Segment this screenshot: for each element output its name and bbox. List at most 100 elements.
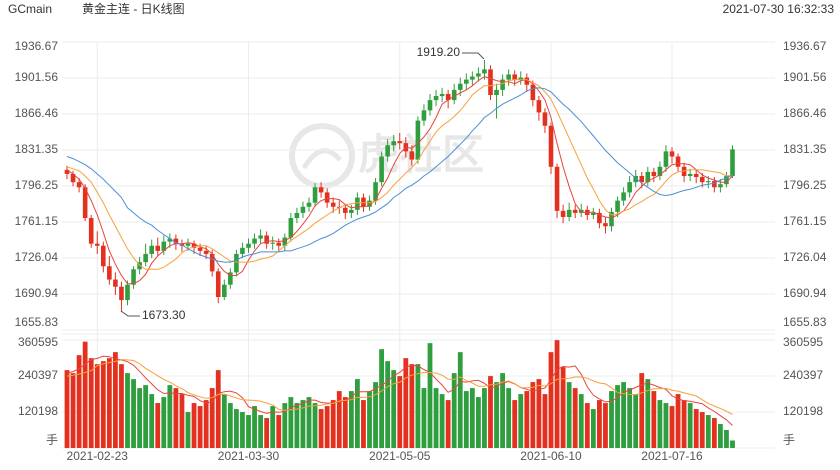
- ma-line: [66, 87, 733, 263]
- volume-bar: [227, 403, 233, 448]
- candle-body: [101, 245, 106, 267]
- volume-bar: [397, 376, 403, 448]
- volume-tick-label: 240397: [18, 368, 58, 382]
- y-tick-label-right: 1796.25: [783, 178, 827, 192]
- candle-body: [494, 89, 499, 95]
- candle-body: [457, 83, 463, 90]
- volume-unit: 手: [46, 433, 58, 447]
- volume-bar: [639, 373, 645, 448]
- volume-bar: [312, 403, 318, 448]
- candle-body: [730, 149, 735, 177]
- volume-bar: [693, 409, 699, 448]
- volume-bar: [476, 397, 481, 448]
- y-tick-label: 1936.67: [15, 39, 59, 53]
- candle-body: [687, 173, 693, 177]
- volume-bar: [100, 361, 106, 448]
- candle-body: [215, 271, 221, 298]
- volume-bar: [548, 352, 554, 448]
- volume-bar: [669, 406, 675, 448]
- candle-body: [518, 77, 524, 80]
- candle-body: [264, 235, 269, 244]
- candle-body: [330, 202, 336, 207]
- candle-body: [222, 284, 227, 298]
- volume-bar: [191, 403, 197, 448]
- volume-bar: [361, 400, 366, 448]
- candle-body: [76, 182, 82, 188]
- candle-body: [645, 171, 651, 183]
- candle-body: [82, 187, 88, 219]
- candle-body: [712, 181, 717, 188]
- volume-bar: [373, 382, 378, 448]
- volume-bar: [530, 382, 536, 448]
- volume-bar: [724, 430, 729, 448]
- candle-body: [240, 247, 245, 254]
- candle-body: [566, 209, 572, 218]
- volume-bar: [106, 358, 112, 448]
- volume-bar: [113, 352, 118, 448]
- volume-bar: [167, 385, 173, 448]
- candle-body: [107, 266, 112, 280]
- candle-body: [427, 100, 433, 111]
- volume-bar: [258, 415, 263, 448]
- watermark-logo-mark: [301, 148, 342, 170]
- volume-bar: [730, 440, 735, 448]
- candle-body: [355, 197, 360, 210]
- volume-bar: [554, 340, 560, 448]
- candle-body: [621, 192, 626, 201]
- candle-body: [597, 212, 602, 224]
- volume-bar: [88, 358, 94, 448]
- candle-body: [252, 238, 257, 244]
- volume-bar: [657, 400, 663, 448]
- volume-bar: [240, 412, 245, 448]
- volume-bar: [342, 397, 348, 448]
- candle-body: [312, 187, 318, 203]
- volume-bar: [433, 388, 439, 448]
- volume-bar: [645, 379, 651, 448]
- candle-body: [693, 173, 699, 178]
- volume-bar: [306, 397, 312, 448]
- volume-bar: [234, 409, 239, 448]
- y-tick-label-right: 1901.56: [783, 70, 827, 84]
- candle-body: [524, 77, 530, 85]
- candle-body: [361, 197, 366, 207]
- volume-bar: [621, 382, 626, 448]
- candle-body: [276, 242, 282, 246]
- candle-body: [88, 218, 94, 244]
- candle-body: [161, 241, 167, 251]
- candle-body: [421, 110, 427, 121]
- volume-bar: [294, 403, 300, 448]
- volume-bar: [264, 418, 270, 448]
- volume-bar: [524, 391, 530, 448]
- volume-bar: [512, 400, 518, 448]
- x-tick-label: 2021-05-05: [369, 449, 431, 463]
- annotation-leader: [462, 52, 485, 60]
- volume-bar: [379, 349, 384, 448]
- candle-body: [548, 125, 554, 167]
- y-tick-label-right: 1761.15: [783, 214, 827, 228]
- y-tick-label: 1831.35: [15, 142, 59, 156]
- volume-bar: [149, 394, 155, 448]
- candle-body: [572, 209, 578, 213]
- volume-bar: [348, 391, 354, 448]
- volume-bar: [469, 388, 475, 448]
- volume-bar: [355, 379, 360, 448]
- volume-bar: [718, 424, 723, 448]
- x-tick-label: 2021-06-10: [520, 449, 582, 463]
- volume-bar: [330, 400, 336, 448]
- candle-body: [258, 235, 263, 239]
- volume-bar: [663, 403, 669, 448]
- volume-bar: [506, 388, 512, 448]
- volume-bar: [209, 388, 215, 448]
- volume-bar: [76, 355, 82, 448]
- volume-bar: [173, 388, 179, 448]
- volume-bar: [427, 343, 433, 448]
- volume-bar: [439, 394, 445, 448]
- annotation: 1919.20: [417, 45, 461, 59]
- candle-body: [294, 212, 300, 219]
- candle-body: [373, 182, 378, 201]
- candle-body: [367, 200, 372, 207]
- volume-bar: [421, 388, 427, 448]
- volume-bar: [681, 400, 687, 448]
- volume-bar: [403, 358, 409, 448]
